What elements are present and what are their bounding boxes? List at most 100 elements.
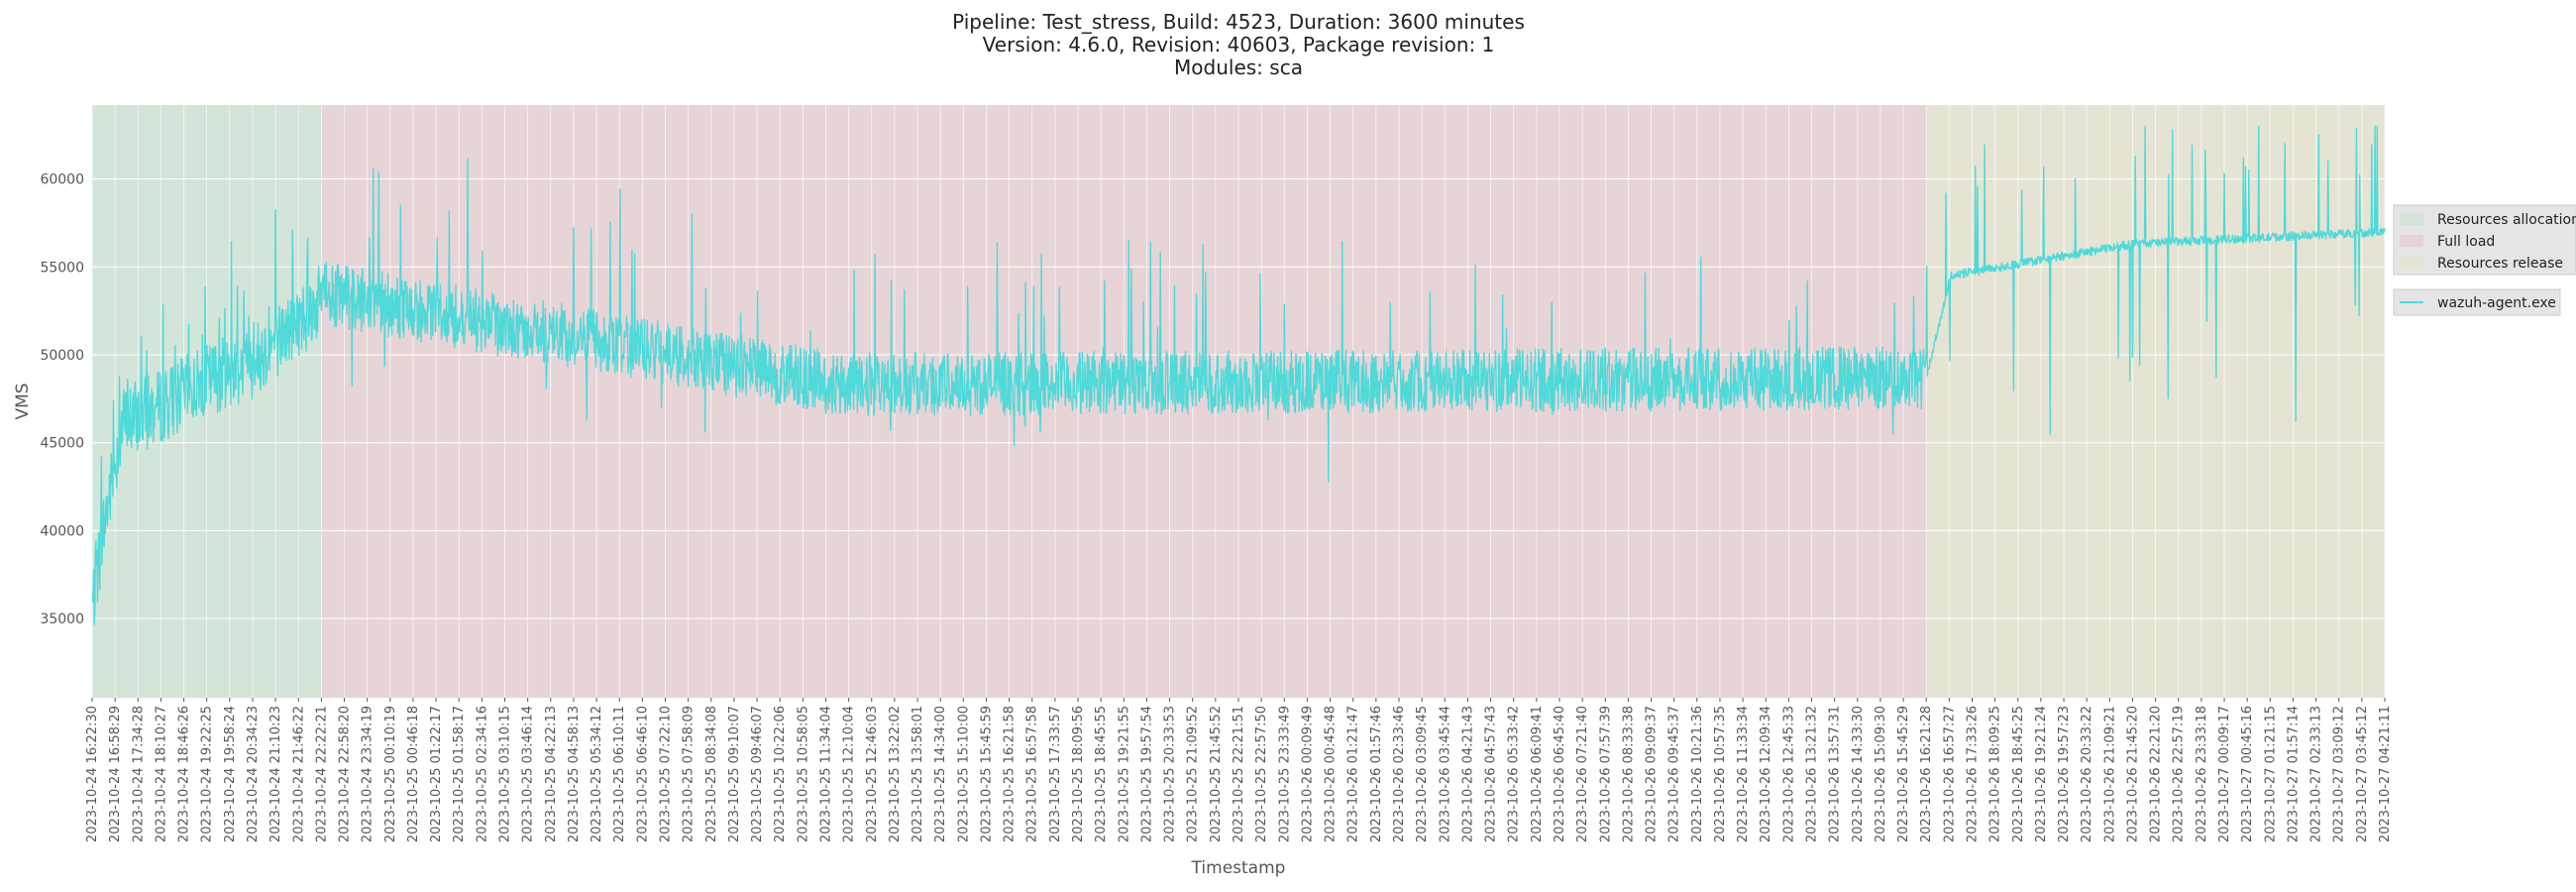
x-tick-label-56: 2023-10-26 01:57:46 (1369, 706, 1384, 842)
x-tick-label-11: 2023-10-24 22:58:20 (338, 706, 353, 842)
x-tick-label-68: 2023-10-26 09:09:37 (1645, 706, 1660, 842)
x-tick-label-29: 2023-10-25 09:46:07 (750, 706, 765, 842)
chart-title: Pipeline: Test_stress, Build: 4523, Dura… (952, 10, 1525, 79)
x-tick-label-60: 2023-10-26 04:21:43 (1460, 706, 1475, 842)
legend-swatch-allocation (2400, 213, 2423, 225)
x-tick-labels: 2023-10-24 16:22:30 2023-10-24 16:58:29 20… (85, 698, 2393, 842)
x-tick-label-71: 2023-10-26 10:57:35 (1713, 706, 1728, 842)
title-line-2: Version: 4.6.0, Revision: 40603, Package… (983, 33, 1495, 56)
x-tick-label-12: 2023-10-24 23:34:19 (361, 706, 376, 842)
x-tick-label-96: 2023-10-27 01:57:14 (2286, 706, 2301, 842)
x-tick-label-2: 2023-10-24 17:34:28 (131, 706, 146, 842)
y-tick-label-0: 35000 (40, 612, 84, 627)
x-tick-label-38: 2023-10-25 15:10:00 (956, 706, 971, 842)
x-tick-label-53: 2023-10-26 00:09:49 (1300, 706, 1315, 842)
x-tick-label-92: 2023-10-26 23:33:18 (2195, 706, 2209, 842)
legend-series: wazuh-agent.exe (2393, 288, 2561, 316)
x-tick-label-90: 2023-10-26 22:21:20 (2149, 706, 2164, 842)
x-tick-label-76: 2023-10-26 13:57:31 (1828, 706, 1843, 842)
legend-swatch-release (2400, 257, 2423, 269)
x-tick-label-97: 2023-10-27 02:33:13 (2309, 706, 2324, 842)
x-tick-label-9: 2023-10-24 21:46:22 (291, 706, 306, 842)
x-tick-label-74: 2023-10-26 12:45:33 (1781, 706, 1796, 842)
x-tick-label-8: 2023-10-24 21:10:23 (268, 706, 283, 842)
x-tick-label-82: 2023-10-26 17:33:26 (1965, 706, 1980, 842)
x-tick-label-19: 2023-10-25 03:46:14 (521, 706, 536, 842)
x-tick-label-43: 2023-10-25 18:09:56 (1071, 706, 1086, 842)
x-tick-label-36: 2023-10-25 13:58:01 (911, 706, 925, 842)
x-axis-label: Timestamp (1191, 858, 1286, 878)
x-tick-label-85: 2023-10-26 19:21:24 (2034, 706, 2049, 842)
legend-label-allocation: Resources allocation (2437, 212, 2576, 228)
title-line-1: Pipeline: Test_stress, Build: 4523, Dura… (952, 10, 1525, 34)
x-tick-label-16: 2023-10-25 01:58:17 (452, 706, 467, 842)
x-tick-label-47: 2023-10-25 20:33:53 (1163, 706, 1178, 842)
y-tick-label-3: 50000 (40, 348, 84, 364)
x-tick-label-28: 2023-10-25 09:10:07 (727, 706, 742, 842)
x-tick-label-7: 2023-10-24 20:34:23 (246, 706, 261, 842)
x-tick-label-44: 2023-10-25 18:45:55 (1094, 706, 1109, 842)
x-tick-label-95: 2023-10-27 01:21:15 (2263, 706, 2278, 842)
x-tick-label-54: 2023-10-26 00:45:48 (1324, 706, 1339, 842)
x-tick-label-86: 2023-10-26 19:57:23 (2057, 706, 2072, 842)
y-tick-label-2: 45000 (40, 436, 84, 452)
y-tick-labels: 35000 40000 45000 50000 55000 60000 (40, 172, 84, 628)
x-tick-label-32: 2023-10-25 11:34:04 (818, 706, 833, 842)
x-tick-label-61: 2023-10-26 04:57:43 (1484, 706, 1499, 842)
x-tick-label-73: 2023-10-26 12:09:34 (1759, 706, 1773, 842)
x-tick-label-13: 2023-10-25 00:10:19 (383, 706, 398, 842)
x-tick-label-98: 2023-10-27 03:09:12 (2332, 706, 2347, 842)
x-tick-label-94: 2023-10-27 00:45:16 (2240, 706, 2255, 842)
x-tick-label-87: 2023-10-26 20:33:22 (2080, 706, 2094, 842)
x-tick-label-17: 2023-10-25 02:34:16 (475, 706, 489, 842)
x-tick-label-89: 2023-10-26 21:45:20 (2125, 706, 2140, 842)
x-tick-label-48: 2023-10-25 21:09:52 (1186, 706, 1201, 842)
x-tick-label-31: 2023-10-25 10:58:05 (796, 706, 810, 842)
x-tick-label-63: 2023-10-26 06:09:41 (1530, 706, 1545, 842)
x-tick-label-55: 2023-10-26 01:21:47 (1346, 706, 1361, 842)
x-tick-label-27: 2023-10-25 08:34:08 (704, 706, 719, 842)
x-tick-label-59: 2023-10-26 03:45:44 (1438, 706, 1452, 842)
x-tick-label-79: 2023-10-26 15:45:29 (1896, 706, 1911, 842)
x-tick-label-33: 2023-10-25 12:10:04 (842, 706, 857, 842)
x-tick-label-30: 2023-10-25 10:22:06 (773, 706, 788, 842)
series-wazuh-agent-line (91, 125, 2386, 625)
x-tick-label-42: 2023-10-25 17:33:57 (1048, 706, 1063, 842)
x-tick-label-52: 2023-10-25 23:33:49 (1277, 706, 1292, 842)
x-tick-label-45: 2023-10-25 19:21:55 (1117, 706, 1131, 842)
x-tick-label-75: 2023-10-26 13:21:32 (1805, 706, 1820, 842)
x-tick-label-83: 2023-10-26 18:09:25 (1988, 706, 2003, 842)
x-tick-label-39: 2023-10-25 15:45:59 (979, 706, 994, 842)
x-tick-label-67: 2023-10-26 08:33:38 (1621, 706, 1636, 842)
x-tick-label-21: 2023-10-25 04:58:13 (567, 706, 582, 842)
x-tick-label-18: 2023-10-25 03:10:15 (498, 706, 513, 842)
x-tick-label-51: 2023-10-25 22:57:50 (1254, 706, 1269, 842)
y-tick-label-1: 40000 (40, 523, 84, 539)
x-tick-label-1: 2023-10-24 16:58:29 (108, 706, 123, 842)
y-tick-label-4: 55000 (40, 260, 84, 276)
x-tick-label-40: 2023-10-25 16:21:58 (1003, 706, 1018, 842)
x-tick-label-99: 2023-10-27 03:45:12 (2355, 706, 2370, 842)
x-tick-label-93: 2023-10-27 00:09:17 (2217, 706, 2232, 842)
y-tick-label-5: 60000 (40, 172, 84, 188)
x-tick-label-6: 2023-10-24 19:58:24 (223, 706, 238, 842)
x-tick-label-62: 2023-10-26 05:33:42 (1507, 706, 1522, 842)
x-tick-label-23: 2023-10-25 06:10:11 (612, 706, 627, 842)
series-line (91, 125, 2386, 625)
legend-label-wazuh-agent: wazuh-agent.exe (2437, 295, 2556, 311)
legend-swatch-full-load (2400, 235, 2423, 247)
x-tick-label-4: 2023-10-24 18:46:26 (177, 706, 192, 842)
x-tick-label-24: 2023-10-25 06:46:10 (635, 706, 650, 842)
x-tick-label-80: 2023-10-26 16:21:28 (1919, 706, 1934, 842)
x-tick-label-100: 2023-10-27 04:21:11 (2378, 706, 2393, 842)
x-tick-label-78: 2023-10-26 15:09:30 (1874, 706, 1888, 842)
x-tick-label-66: 2023-10-26 07:57:39 (1598, 706, 1613, 842)
legend-phases: Resources allocation Full load Resources… (2393, 204, 2576, 276)
x-tick-label-65: 2023-10-26 07:21:40 (1575, 706, 1590, 842)
x-tick-label-81: 2023-10-26 16:57:27 (1942, 706, 1957, 842)
legend-label-release: Resources release (2437, 256, 2563, 272)
x-tick-label-50: 2023-10-25 22:21:51 (1232, 706, 1246, 842)
x-tick-label-0: 2023-10-24 16:22:30 (85, 706, 100, 842)
x-tick-label-69: 2023-10-26 09:45:37 (1667, 706, 1682, 842)
